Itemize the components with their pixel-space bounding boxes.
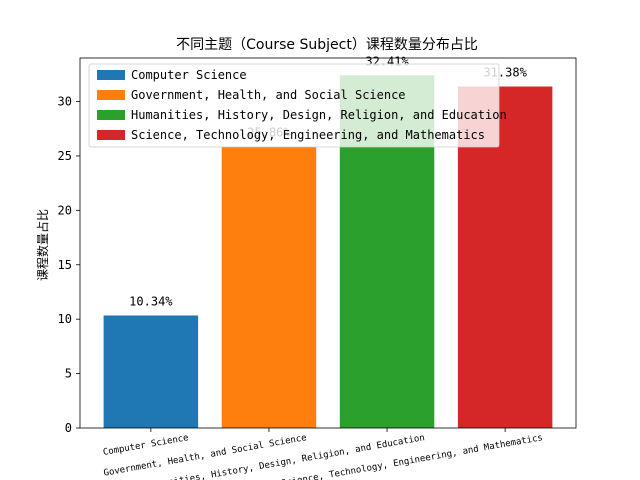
legend-box: [88, 63, 500, 148]
plot-frame: [79, 57, 577, 429]
legend-label-3: Humanities, History, Design, Religion, a…: [131, 108, 507, 122]
legend-swatch-2: [97, 90, 125, 100]
bar-1: [103, 315, 199, 428]
y-tick-label-10: 10: [58, 312, 72, 326]
y-tick-label-15: 15: [58, 258, 72, 272]
legend-label-4: Science, Technology, Engineering, and Ma…: [131, 128, 485, 142]
y-tick-label-30: 30: [58, 95, 72, 109]
x-tick-label-1: Computer Science: [102, 433, 189, 458]
y-tick-label-25: 25: [58, 149, 72, 163]
y-axis: 0 5 10 15 20 25 30: [58, 95, 80, 435]
legend-label-1: Computer Science: [131, 68, 247, 82]
value-label-1: 10.34%: [129, 294, 173, 308]
bar-2: [221, 146, 317, 429]
y-tick-label-0: 0: [65, 421, 72, 435]
y-tick-label-20: 20: [58, 203, 72, 217]
legend-swatch-3: [97, 110, 125, 120]
y-axis-label: 课程数量占比: [35, 209, 50, 281]
y-tick-label-5: 5: [65, 367, 72, 381]
legend-label-2: Government, Health, and Social Science: [131, 88, 406, 102]
legend-swatch-1: [97, 70, 125, 80]
legend: Computer Science Government, Health, and …: [88, 63, 507, 148]
legend-swatch-4: [97, 130, 125, 140]
chart-title: 不同主题（Course Subject）课程数量分布占比: [176, 37, 478, 53]
